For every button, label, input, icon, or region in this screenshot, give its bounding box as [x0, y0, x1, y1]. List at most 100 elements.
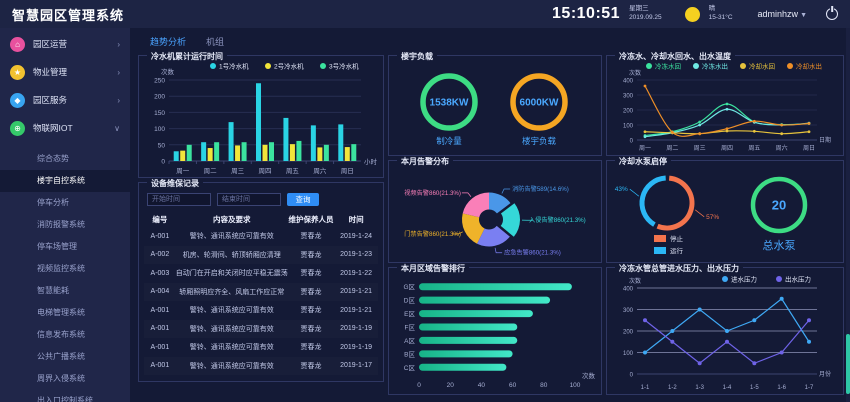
bar-1号冷水机	[173, 151, 179, 161]
sidebar-group-园区运营[interactable]: ⌂ 园区运营 ›	[0, 32, 130, 56]
bar-3号冷水机	[296, 140, 302, 161]
svg-text:周四: 周四	[259, 167, 272, 175]
column-header: 内容及要求	[213, 214, 251, 224]
sidebar-item-停车分析[interactable]: 停车分析	[37, 198, 69, 207]
power-icon[interactable]	[826, 8, 838, 20]
svg-text:1-4: 1-4	[723, 385, 732, 391]
svg-text:进水压力: 进水压力	[731, 275, 757, 284]
sun-weather-icon	[684, 6, 700, 22]
table-cell: 警铃、通讯系统应可靠有效	[189, 344, 274, 352]
table-cell: 2019-1-17	[340, 362, 373, 370]
panel-title: 冷冻水管总管进水压力、出水压力	[615, 263, 743, 274]
panel-title: 冷却水泵启停	[615, 156, 671, 167]
property-management-icon: ★	[10, 64, 25, 80]
app-title: 智慧园区管理系统	[12, 7, 125, 23]
sidebar-item-消防报警系统[interactable]: 消防报警系统	[37, 220, 85, 229]
sidebar-item-信息发布系统[interactable]: 信息发布系统	[37, 330, 85, 339]
bar-1号冷水机	[256, 83, 261, 161]
column-header: 时间	[348, 214, 364, 224]
sidebar-item-出入口控制系统[interactable]: 出入口控制系统	[37, 396, 93, 402]
svg-text:周一: 周一	[176, 167, 190, 175]
svg-text:20: 20	[772, 198, 786, 213]
bar-2号冷水机	[344, 147, 350, 161]
bar-1号冷水机	[338, 124, 344, 161]
end-time-input[interactable]	[217, 193, 281, 206]
water-pressure-line-chart: 进水压力 出水压力 次数 0 100 200 300 400 1-1 1-2 1-3 1-4 1-5 1-…	[623, 275, 831, 392]
table-cell: 贾春龙	[300, 344, 322, 352]
svg-text:E区: E区	[404, 310, 415, 318]
sidebar-item-楼宇自控系统[interactable]: 楼宇自控系统	[0, 170, 130, 192]
svg-text:B区: B区	[404, 350, 415, 358]
svg-text:F区: F区	[405, 324, 416, 332]
sidebar-item-综合态势[interactable]: 综合态势	[37, 154, 69, 163]
svg-text:运行: 运行	[670, 246, 684, 255]
svg-text:250: 250	[154, 78, 165, 85]
alarm-distribution-pie-chart: 消防告警589(14.6%) 入侵告警860(21.3%) 应急告警860(21.3…	[404, 185, 586, 257]
user-menu[interactable]: adminhzw ▼	[757, 9, 807, 19]
pie-slice-消防告警	[489, 192, 511, 214]
svg-text:300: 300	[623, 308, 634, 314]
svg-text:制冷量: 制冷量	[436, 136, 462, 146]
panel-title: 冷水机累计运行时间	[147, 51, 227, 62]
pie-slice-视频告警	[462, 192, 489, 218]
svg-text:月份: 月份	[819, 370, 831, 378]
sidebar-item-智慧能耗[interactable]: 智慧能耗	[37, 286, 69, 295]
pie-slice-入侵告警	[500, 203, 520, 237]
svg-text:20: 20	[447, 382, 455, 389]
sidebar-group-物业管理[interactable]: ★ 物业管理 ›	[0, 60, 130, 84]
table-cell: 警铃、通讯系统应可靠有效	[189, 325, 274, 333]
svg-text:1-1: 1-1	[641, 385, 650, 391]
svg-text:周日: 周日	[341, 167, 354, 175]
svg-text:6000KW: 6000KW	[520, 98, 559, 109]
park-operation-icon: ⌂	[10, 36, 25, 52]
sidebar-item-电梯管理系统[interactable]: 电梯管理系统	[37, 308, 85, 317]
table-cell: A-001	[150, 306, 170, 314]
svg-text:300: 300	[623, 94, 634, 100]
sidebar-group-园区服务[interactable]: ◆ 园区服务 ›	[0, 88, 130, 112]
table-cell: 自动门在开启和关闭时应平稳无震荡	[175, 270, 288, 278]
sidebar-item-公共广播系统[interactable]: 公共广播系统	[37, 352, 85, 361]
pie-slice-应急告警	[477, 225, 510, 247]
hbar-C区	[419, 363, 507, 371]
menu-label: 物业管理	[33, 67, 68, 77]
svg-text:100: 100	[623, 351, 634, 357]
query-button[interactable]: 查询	[287, 193, 319, 206]
table-row: A-001 警铃、通讯系统应可靠有效 贾春龙 2019-1-19	[144, 320, 378, 339]
panel-alarm-ranking: 本月区域告警排行 G区 D区 E区 F区 A区 B区 C区 0 20 40 60 80 100 次数	[388, 263, 602, 395]
start-time-input[interactable]	[147, 193, 211, 206]
svg-text:57%: 57%	[706, 214, 719, 221]
table-row: A-001 警铃、通讯系统应可靠有效 贾春龙 2019-1-24	[144, 227, 378, 246]
line-进水压力	[644, 297, 810, 353]
tab-机组[interactable]: 机组	[206, 37, 225, 47]
table-body: A-001 警铃、通讯系统应可靠有效 贾春龙 2019-1-24 A-002 机房、轮滑间…	[144, 227, 378, 375]
svg-text:2号冷水机: 2号冷水机	[274, 62, 304, 71]
bar-1号冷水机	[310, 125, 316, 161]
svg-text:出水压力: 出水压力	[785, 275, 811, 284]
bar-1号冷水机	[283, 117, 289, 161]
panel-title: 本月告警分布	[397, 156, 453, 167]
svg-text:视频告警860(21.3%): 视频告警860(21.3%)	[404, 189, 461, 197]
svg-text:日期: 日期	[819, 136, 831, 144]
sidebar-item-周界入侵系统[interactable]: 周界入侵系统	[37, 374, 85, 383]
sidebar-item-停车场管理[interactable]: 停车场管理	[37, 242, 77, 251]
building-load-gauges: 1538KW 制冷量 6000KW 楼宇负载	[420, 73, 568, 146]
sidebar-item-视频监控系统[interactable]: 视频监控系统	[37, 264, 85, 273]
sidebar-group-物联网IOT[interactable]: ⊕ 物联网IOT ∨	[0, 116, 130, 140]
svg-text:80: 80	[540, 382, 548, 389]
table-cell: 贾春龙	[300, 325, 322, 333]
svg-text:200: 200	[154, 94, 165, 101]
svg-text:D区: D区	[404, 297, 416, 305]
table-cell: 2019-1-24	[340, 232, 373, 240]
svg-text:0: 0	[417, 382, 421, 389]
iot-icon: ⊕	[10, 120, 25, 136]
table-cell: A-001	[150, 325, 170, 333]
column-header: 维护保养人员	[288, 214, 334, 224]
scrollbar-thumb[interactable]	[846, 334, 850, 394]
column-header: 编号	[152, 214, 168, 224]
bar-3号冷水机	[351, 144, 357, 161]
sidebar-submenu: 综合态势楼宇自控系统停车分析消防报警系统 停车场管理视频监控系统 智慧能耗电梯管理系…	[0, 148, 130, 402]
table-cell: A-001	[150, 343, 170, 351]
bar-3号冷水机	[186, 144, 192, 161]
